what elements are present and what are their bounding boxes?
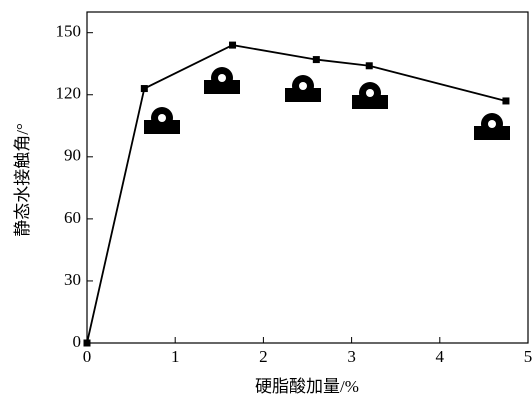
x-tick-label: 3 (347, 347, 356, 366)
droplet-icon (285, 75, 321, 102)
y-tick-label: 60 (64, 208, 81, 227)
x-tick-label: 5 (524, 347, 532, 366)
x-tick-label: 0 (83, 347, 92, 366)
droplet-icon (204, 67, 240, 94)
chart: 硬脂酸加量/% 静态水接触角/° 0 30 60 90 120 150 0 1 2 3 4 5 (0, 0, 532, 403)
data-point (366, 62, 373, 69)
y-tick-label: 150 (56, 22, 82, 41)
y-tick-label: 0 (73, 332, 82, 351)
x-axis-label: 硬脂酸加量/% (255, 377, 359, 396)
y-tick-label: 30 (64, 270, 81, 289)
plot-frame (87, 12, 528, 343)
droplet-icon (352, 82, 388, 109)
y-axis-label: 静态水接触角/° (13, 123, 32, 237)
data-point (229, 42, 236, 49)
data-point (141, 85, 148, 92)
data-point (84, 340, 91, 347)
y-tick-label: 120 (56, 84, 82, 103)
droplet-icons (144, 67, 510, 140)
x-tick-label: 1 (171, 347, 180, 366)
droplet-icon (144, 107, 180, 134)
data-point (502, 97, 509, 104)
y-tick-label: 90 (64, 146, 81, 165)
x-tick-label: 4 (436, 347, 445, 366)
x-tick-label: 2 (259, 347, 268, 366)
data-point (313, 56, 320, 63)
droplet-icon (474, 113, 510, 140)
